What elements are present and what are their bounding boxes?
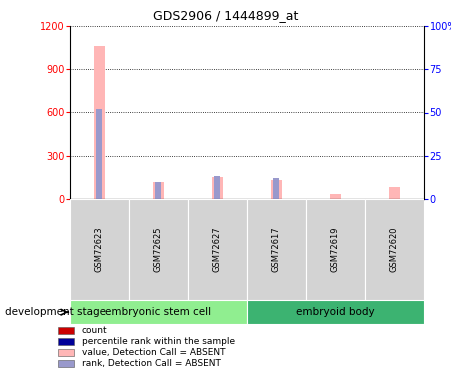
Bar	[215, 176, 221, 199]
Bar	[58, 360, 74, 368]
Text: GSM72625: GSM72625	[154, 226, 163, 272]
Text: GSM72619: GSM72619	[331, 226, 340, 272]
Text: GSM72623: GSM72623	[95, 226, 104, 272]
Text: GSM72617: GSM72617	[272, 226, 281, 272]
Bar	[58, 327, 74, 334]
Bar	[365, 199, 424, 300]
Bar	[129, 199, 188, 300]
Text: value, Detection Call = ABSENT: value, Detection Call = ABSENT	[82, 348, 226, 357]
Text: embryoid body: embryoid body	[296, 307, 375, 317]
Bar	[271, 180, 282, 199]
Bar	[247, 300, 424, 324]
Bar	[306, 199, 365, 300]
Text: rank, Detection Call = ABSENT: rank, Detection Call = ABSENT	[82, 359, 221, 368]
Bar	[247, 199, 306, 300]
Bar	[70, 300, 247, 324]
Bar	[389, 187, 400, 199]
Bar	[153, 182, 164, 199]
Bar	[94, 46, 105, 199]
Bar	[58, 338, 74, 345]
Bar	[188, 199, 247, 300]
Text: GDS2906 / 1444899_at: GDS2906 / 1444899_at	[153, 9, 298, 22]
Text: GSM72620: GSM72620	[390, 226, 399, 272]
Bar	[156, 182, 161, 199]
Text: GSM72627: GSM72627	[213, 226, 222, 272]
Text: development stage: development stage	[5, 307, 106, 317]
Bar	[97, 109, 102, 199]
Bar	[212, 177, 223, 199]
Text: embryonic stem cell: embryonic stem cell	[106, 307, 212, 317]
Bar	[330, 194, 341, 199]
Text: count: count	[82, 326, 107, 335]
Bar	[273, 178, 279, 199]
Bar	[58, 349, 74, 356]
Bar	[70, 199, 129, 300]
Text: percentile rank within the sample: percentile rank within the sample	[82, 337, 235, 346]
